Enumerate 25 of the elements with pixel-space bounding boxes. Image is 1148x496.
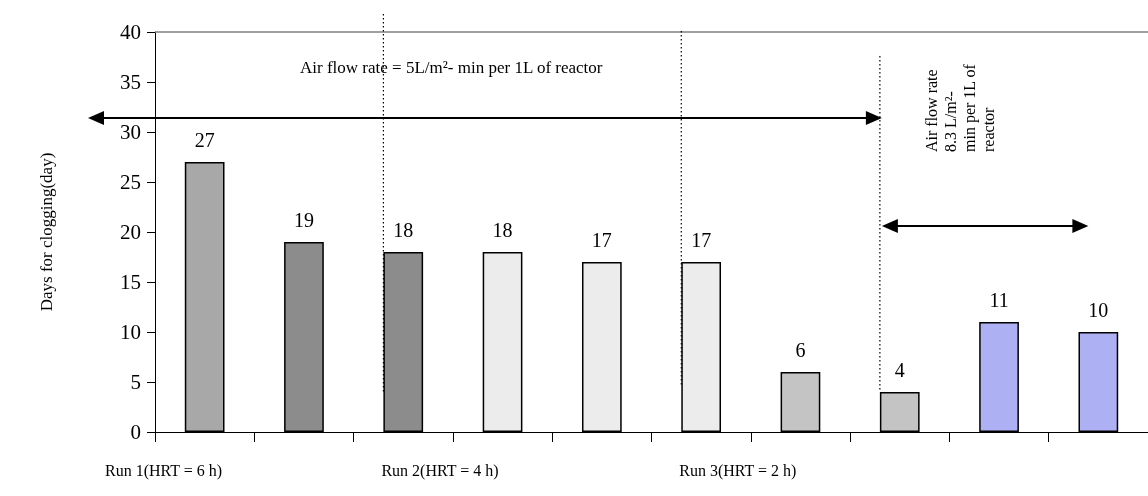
y-tick-label: 20 <box>120 220 141 244</box>
data-label: 10 <box>1088 299 1109 321</box>
data-label: 17 <box>591 229 612 251</box>
data-label: 18 <box>393 219 414 241</box>
y-tick-label: 10 <box>120 320 141 344</box>
text: Run 2(HRT = 4 h) <box>381 462 499 480</box>
data-label: 19 <box>293 209 314 231</box>
data-label: 11 <box>989 289 1009 311</box>
y-axis-title: Days for clogging(day) <box>37 152 56 312</box>
y-tick-label: 40 <box>120 20 141 44</box>
y-tick-label: 30 <box>120 120 141 144</box>
text: Run 1(HRT = 6 h) <box>105 462 223 480</box>
data-label: 27 <box>194 129 215 151</box>
data-label: 6 <box>795 339 806 361</box>
y-tick-label: 15 <box>120 270 141 294</box>
data-label: 17 <box>691 229 712 251</box>
annotation: Air flow rate 8.3 L/m²- min per 1L of reactor <box>922 64 998 152</box>
data-label: 18 <box>492 219 513 241</box>
y-tick-label: 5 <box>130 370 141 394</box>
data-label: 4 <box>894 359 905 381</box>
y-tick-label: 0 <box>130 420 141 444</box>
annotation: Air flow rate = 5L/m²- min per 1L of reactor <box>300 58 603 78</box>
text: Run 3(HRT = 2 h) <box>679 462 797 480</box>
y-tick-label: 25 <box>120 170 141 194</box>
y-tick-label: 35 <box>120 70 141 94</box>
